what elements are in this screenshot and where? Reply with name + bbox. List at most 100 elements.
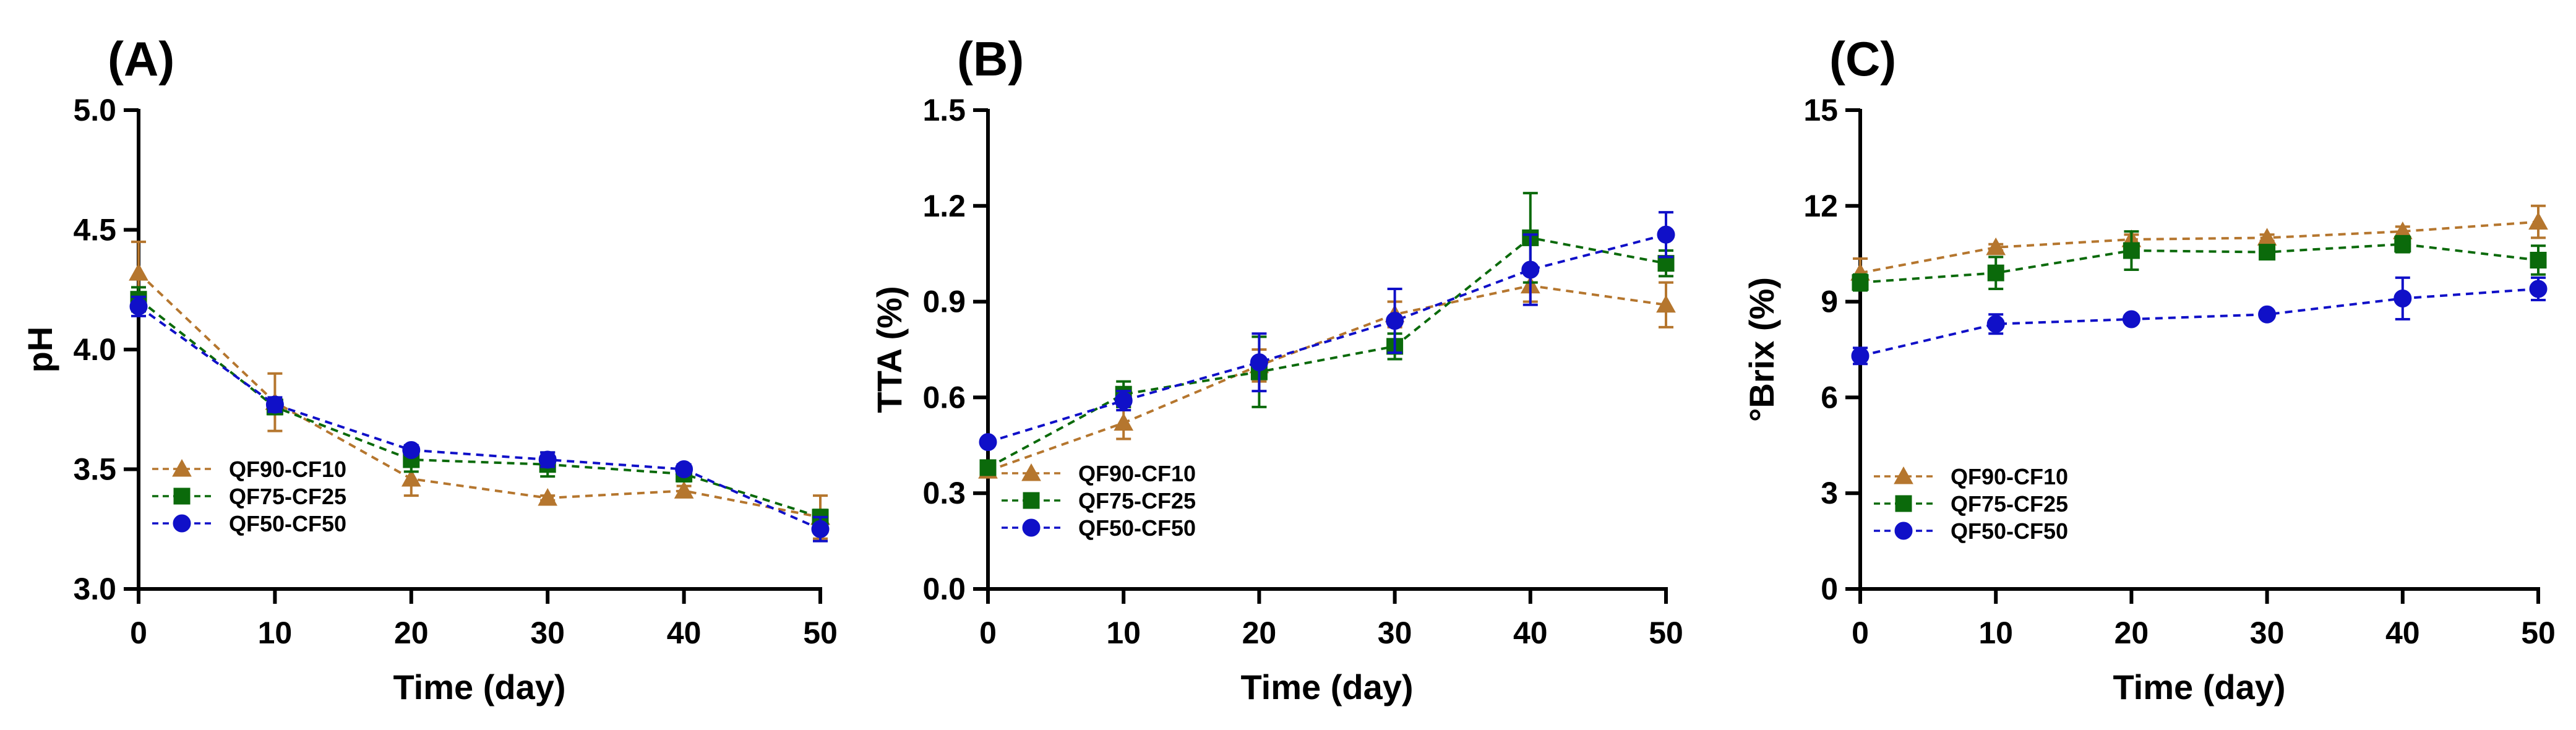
data-point-a	[129, 297, 148, 316]
y-tick-label-a: 4.5	[73, 213, 116, 247]
data-point-b	[1250, 353, 1268, 372]
x-tick-label-c: 40	[2385, 616, 2420, 650]
data-point-c	[2123, 242, 2140, 259]
x-tick-label-a: 0	[130, 616, 147, 650]
y-axis-title-a: pH	[20, 327, 59, 373]
data-point-b	[1656, 294, 1676, 313]
legend-marker-a	[173, 487, 191, 505]
y-tick-label-c: 0	[1821, 572, 1838, 606]
panel-label-b: (B)	[957, 32, 1024, 86]
y-axis-title-b: TTA (%)	[870, 286, 909, 413]
panel-b: (B) 0.0 0.3 0.6 0.9 1.2 1.5 0 10 20 30 40 50 Time (da…	[870, 32, 1683, 706]
series-a-circle	[129, 295, 830, 543]
legend-marker-a	[172, 458, 192, 477]
data-point-c	[2258, 305, 2277, 324]
data-point-a	[811, 520, 830, 538]
data-point-b	[1114, 413, 1134, 431]
series-line-c-2	[1860, 243, 2539, 284]
data-point-a	[402, 441, 421, 460]
x-axis-title-c: Time (day)	[2113, 668, 2285, 706]
series-line-b-3	[987, 233, 1667, 444]
data-point-b	[979, 433, 997, 452]
legend-label-b: QF50-CF50	[1078, 515, 1196, 541]
data-point-c	[1986, 237, 2006, 256]
x-tick-label-b: 20	[1242, 616, 1277, 650]
series-line-a-2	[137, 298, 821, 518]
data-point-a	[538, 450, 557, 469]
data-point-c	[2529, 280, 2548, 298]
panel-c: (C) 0 3 6 9 12 15 0 10 20 30 40 50 Time (day) °Brix (%…	[1742, 32, 2556, 706]
y-tick-label-b: 0.0	[922, 572, 966, 606]
data-point-c	[2394, 289, 2412, 307]
x-tick-label-b: 30	[1378, 616, 1412, 650]
panel-a: (A) 3.0 3.5 4.0 4.5 5.0 0 10 20 30 40 50 Time (day) p…	[20, 32, 838, 706]
series-b-circle	[979, 211, 1675, 452]
data-point-b	[1657, 225, 1675, 244]
x-tick-label-c: 20	[2114, 616, 2149, 650]
data-point-c	[1987, 264, 2004, 281]
x-tick-label-a: 10	[258, 616, 293, 650]
legend-label-a: QF75-CF25	[229, 484, 346, 509]
series-c-square	[1852, 230, 2547, 292]
series-b-square	[979, 192, 1675, 476]
x-tick-label-c: 10	[1978, 616, 2013, 650]
series-a-triangle	[129, 240, 830, 540]
legend-marker-b	[1022, 518, 1041, 537]
data-point-b	[1114, 392, 1133, 410]
legend-marker-b	[1023, 492, 1040, 509]
data-point-c	[1986, 315, 2005, 333]
series-line-b-2	[987, 236, 1667, 469]
x-axis-title-b: Time (day)	[1240, 668, 1413, 706]
data-point-c	[2528, 212, 2548, 230]
y-tick-label-b: 0.6	[922, 380, 966, 414]
data-point-a	[674, 481, 694, 499]
data-point-a	[129, 263, 148, 281]
y-tick-label-a: 3.0	[73, 572, 116, 606]
legend-marker-b	[1021, 463, 1041, 481]
x-tick-label-c: 30	[2250, 616, 2285, 650]
series-line-a-3	[137, 305, 821, 531]
legend-marker-c	[1895, 495, 1912, 512]
data-point-c	[2394, 236, 2411, 253]
y-tick-label-b: 0.3	[922, 476, 966, 510]
legend-marker-c	[1894, 466, 1913, 484]
data-point-c	[2530, 252, 2547, 269]
data-point-a	[538, 487, 558, 506]
series-line-c-1	[1860, 220, 2539, 275]
x-tick-label-a: 30	[530, 616, 565, 650]
legend-label-c: QF50-CF50	[1951, 518, 2068, 544]
panel-label-a: (A)	[108, 32, 174, 86]
legend-marker-c	[1894, 522, 1913, 540]
data-point-a	[401, 468, 421, 487]
y-tick-label-b: 1.5	[922, 93, 966, 127]
y-axis-title-c: °Brix (%)	[1742, 277, 1781, 422]
x-tick-label-b: 10	[1106, 616, 1141, 650]
series-c-circle	[1851, 276, 2548, 366]
data-point-c	[2259, 244, 2276, 261]
legend-label-c: QF90-CF10	[1951, 464, 2068, 489]
data-point-a	[265, 395, 284, 414]
x-tick-label-a: 50	[803, 616, 838, 650]
legend-label-a: QF90-CF10	[229, 457, 346, 482]
legend-label-a: QF50-CF50	[229, 511, 346, 536]
panel-label-c: (C)	[1829, 32, 1896, 86]
x-tick-label-c: 50	[2521, 616, 2556, 650]
legend-marker-a	[173, 514, 191, 533]
y-tick-label-b: 1.2	[922, 189, 966, 223]
series-line-a-1	[137, 272, 821, 518]
y-tick-label-c: 6	[1821, 380, 1838, 414]
series-line-c-3	[1860, 287, 2539, 358]
data-point-b	[1386, 312, 1404, 330]
legend-label-b: QF75-CF25	[1078, 488, 1196, 513]
y-tick-label-c: 12	[1803, 189, 1838, 223]
x-axis-title-a: Time (day)	[393, 668, 565, 706]
y-tick-label-c: 9	[1821, 285, 1838, 319]
data-point-c	[2122, 310, 2140, 328]
x-tick-label-a: 40	[667, 616, 702, 650]
y-tick-label-c: 15	[1803, 93, 1838, 127]
data-point-b	[1521, 260, 1540, 279]
